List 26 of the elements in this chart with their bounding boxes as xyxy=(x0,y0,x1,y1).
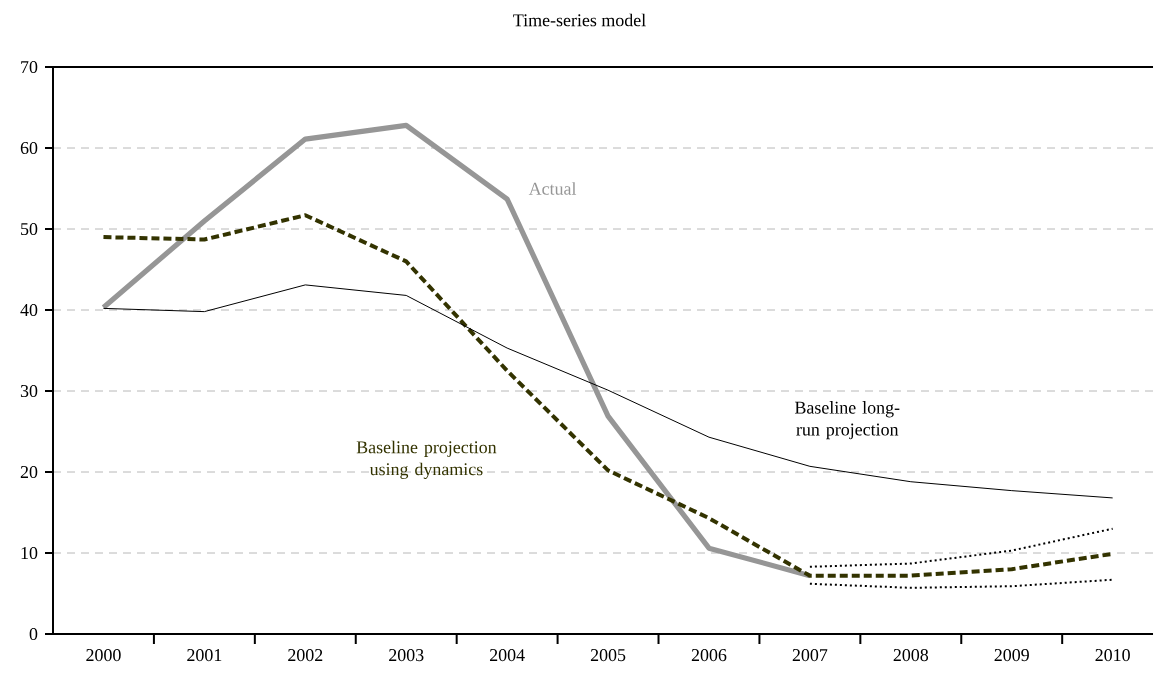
x-tick-label: 2003 xyxy=(389,649,424,662)
x-tick-label: 2005 xyxy=(590,649,626,662)
y-tick-label: 20 xyxy=(20,465,38,479)
y-tick-label: 30 xyxy=(20,384,38,398)
line-series xyxy=(102,284,1114,499)
x-tick-label: 2008 xyxy=(893,649,929,662)
x-tick-label: 2000 xyxy=(86,649,121,662)
series-label: Actual xyxy=(528,182,577,195)
x-tick-label: 2007 xyxy=(792,649,828,662)
y-tick-label: 0 xyxy=(29,627,38,641)
x-tick-label: 2010 xyxy=(1095,649,1130,662)
series-label: Baseline long-run projection xyxy=(794,401,900,440)
y-tick-label: 60 xyxy=(20,141,38,155)
line-series xyxy=(808,578,1114,589)
x-tick-label: 2006 xyxy=(691,649,727,662)
x-tick-label: 2001 xyxy=(187,649,222,662)
y-tick-label: 10 xyxy=(21,546,38,560)
text: Baseline projection using dynamics xyxy=(356,440,497,479)
y-tick-label: 50 xyxy=(21,222,38,236)
x-tick-label: 2009 xyxy=(994,649,1029,662)
chart-title: Time-series model xyxy=(513,13,646,27)
x-tick-label: 2004 xyxy=(489,649,525,662)
y-tick-label: 70 xyxy=(21,60,38,74)
y-tick-label: 40 xyxy=(20,303,38,317)
line-series xyxy=(808,527,1114,568)
x-tick-label: 2002 xyxy=(288,649,323,662)
